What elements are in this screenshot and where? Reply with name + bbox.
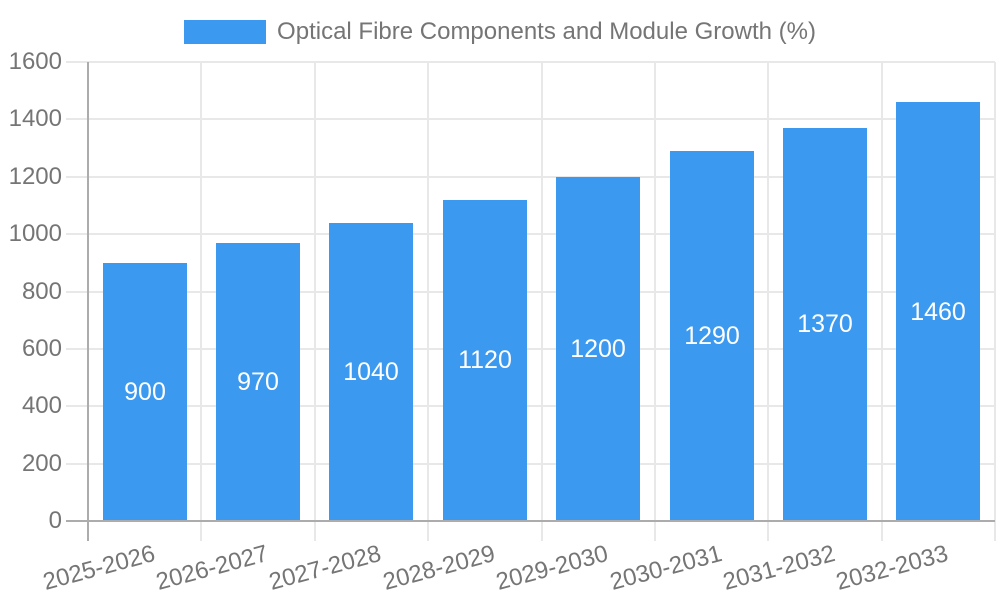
bar[interactable] xyxy=(443,200,527,520)
x-axis-tick xyxy=(767,521,769,541)
bar-value-label: 1200 xyxy=(570,335,626,363)
y-axis-tick xyxy=(66,405,88,407)
gridline-vertical xyxy=(314,62,316,521)
bar[interactable] xyxy=(216,243,300,520)
y-axis-tick-label: 400 xyxy=(21,392,62,419)
gridline-vertical xyxy=(881,62,883,521)
legend-swatch xyxy=(184,20,267,44)
y-axis-tick-label: 0 xyxy=(48,507,62,534)
y-axis-line xyxy=(87,62,89,521)
bar-value-label: 1040 xyxy=(343,358,399,386)
y-axis-tick xyxy=(66,463,88,465)
x-axis-tick xyxy=(654,521,656,541)
y-axis-tick-label: 1600 xyxy=(8,48,62,75)
bar-value-label: 1290 xyxy=(684,322,740,350)
x-axis-tick xyxy=(87,521,89,541)
y-axis-tick xyxy=(66,348,88,350)
gridline-vertical xyxy=(427,62,429,521)
y-axis-tick xyxy=(66,61,88,63)
x-axis-tick xyxy=(881,521,883,541)
bar[interactable] xyxy=(103,263,187,520)
x-axis-tick xyxy=(427,521,429,541)
y-axis-tick xyxy=(66,291,88,293)
x-axis-tick xyxy=(541,521,543,541)
bar[interactable] xyxy=(556,177,640,520)
y-axis-tick xyxy=(66,118,88,120)
y-axis-tick xyxy=(66,176,88,178)
bar-value-label: 900 xyxy=(124,378,166,406)
y-axis-tick-label: 1400 xyxy=(8,105,62,132)
x-axis-tick xyxy=(314,521,316,541)
x-axis-line xyxy=(66,520,995,522)
y-axis-tick-label: 1000 xyxy=(8,220,62,247)
gridline-vertical xyxy=(200,62,202,521)
y-axis-tick-label: 1200 xyxy=(8,163,62,190)
bar-value-label: 1370 xyxy=(797,310,853,338)
bar[interactable] xyxy=(670,151,754,520)
y-axis-tick xyxy=(66,233,88,235)
chart-title: Optical Fibre Components and Module Grow… xyxy=(277,18,816,45)
bar-value-label: 1460 xyxy=(910,298,966,326)
x-axis-tick xyxy=(994,521,996,541)
gridline-vertical xyxy=(767,62,769,521)
bar[interactable] xyxy=(783,128,867,520)
gridline-vertical xyxy=(541,62,543,521)
y-axis-tick-label: 600 xyxy=(21,335,62,362)
bar-value-label: 1120 xyxy=(458,346,512,374)
y-axis-tick-label: 800 xyxy=(21,278,62,305)
x-axis-tick xyxy=(200,521,202,541)
bar[interactable] xyxy=(896,102,980,520)
gridline-vertical xyxy=(994,62,996,521)
chart-legend[interactable]: Optical Fibre Components and Module Grow… xyxy=(0,18,1000,46)
gridline-vertical xyxy=(654,62,656,521)
y-axis-tick-label: 200 xyxy=(21,450,62,477)
bar-value-label: 970 xyxy=(237,368,279,396)
bar[interactable] xyxy=(329,223,413,520)
